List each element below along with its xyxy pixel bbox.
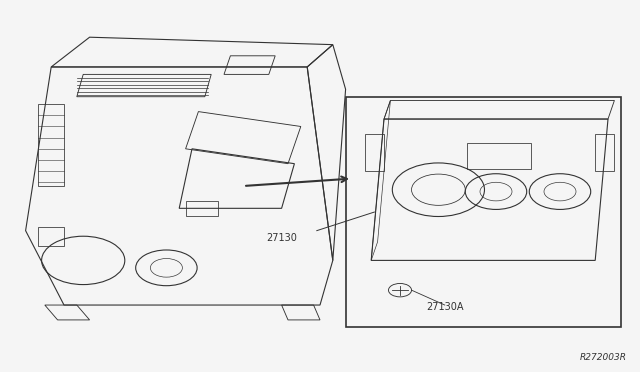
Text: R272003R: R272003R xyxy=(580,353,627,362)
Text: 27130: 27130 xyxy=(266,233,297,243)
Text: 27130A: 27130A xyxy=(426,302,463,312)
Bar xyxy=(346,97,621,327)
Bar xyxy=(467,143,531,169)
